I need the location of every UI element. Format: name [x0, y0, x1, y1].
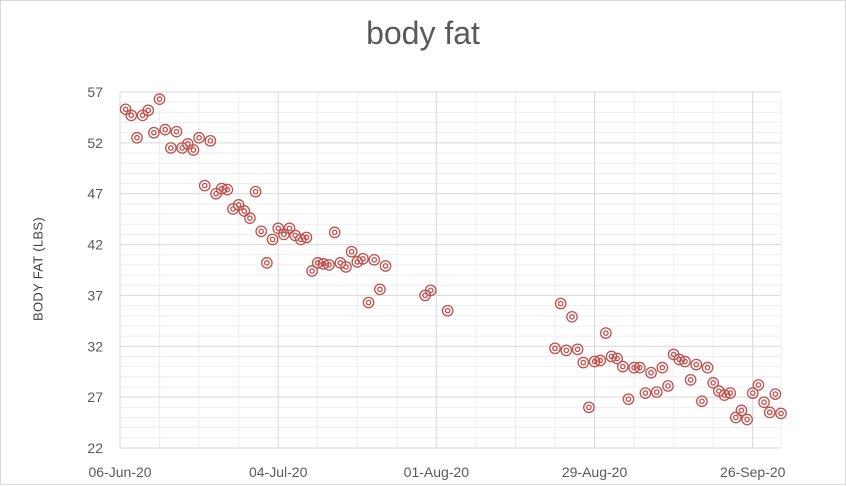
- data-point: [554, 297, 567, 310]
- data-point: [566, 310, 578, 323]
- y-tick-label: 22: [87, 440, 103, 456]
- x-tick-label: 26-Sep-20: [720, 464, 786, 480]
- y-tick-label: 27: [87, 389, 103, 405]
- data-point: [255, 225, 268, 238]
- y-tick-label: 37: [87, 287, 103, 303]
- data-point: [148, 126, 160, 139]
- data-point: [769, 388, 782, 400]
- y-tick-label: 52: [87, 135, 103, 151]
- data-point: [300, 231, 313, 244]
- data-point: [424, 284, 437, 297]
- data-point: [170, 125, 183, 138]
- data-point: [611, 352, 624, 365]
- x-tick-label: 04-Jul-20: [249, 464, 308, 480]
- data-point: [164, 142, 177, 154]
- data-point: [204, 134, 217, 147]
- data-point: [159, 123, 172, 136]
- data-point: [741, 413, 753, 426]
- data-point: [283, 222, 296, 235]
- x-tick-label: 29-Aug-20: [562, 464, 628, 480]
- y-tick-label: 42: [87, 237, 103, 253]
- data-point: [735, 404, 748, 417]
- data-point: [616, 360, 629, 373]
- data-point: [549, 342, 561, 355]
- data-point: [306, 265, 318, 277]
- data-point: [323, 259, 335, 271]
- data-point: [679, 355, 691, 368]
- data-point: [763, 406, 776, 419]
- data-point: [560, 344, 573, 357]
- data-point: [729, 411, 742, 424]
- data-point: [639, 387, 652, 399]
- data-point: [701, 361, 714, 374]
- data-point: [261, 257, 273, 269]
- data-point: [119, 103, 132, 116]
- data-point: [340, 261, 352, 273]
- data-point: [752, 379, 765, 391]
- data-point: [583, 401, 595, 414]
- data-point: [707, 377, 720, 389]
- data-point: [633, 361, 646, 374]
- data-point: [198, 179, 211, 192]
- data-point: [441, 304, 454, 317]
- y-tick-label: 57: [87, 84, 103, 100]
- data-point: [600, 327, 612, 339]
- data-point: [645, 366, 657, 379]
- data-point: [131, 131, 143, 144]
- y-tick-label: 32: [87, 338, 103, 354]
- data-point: [758, 396, 770, 409]
- data-point: [650, 386, 663, 398]
- x-tick-label: 06-Jun-20: [88, 464, 151, 480]
- data-point: [142, 104, 155, 117]
- data-point: [684, 374, 697, 386]
- data-point: [244, 212, 256, 224]
- data-point: [746, 387, 759, 399]
- data-point: [577, 356, 590, 369]
- chart-title: body fat: [366, 15, 480, 51]
- data-point: [345, 245, 358, 258]
- data-point: [379, 260, 392, 272]
- data-point: [357, 252, 369, 265]
- data-point: [368, 253, 381, 266]
- data-point: [362, 296, 375, 309]
- data-point: [775, 407, 787, 420]
- data-point: [374, 283, 386, 296]
- data-point: [628, 361, 640, 374]
- data-point: [221, 183, 234, 196]
- data-point: [187, 144, 200, 156]
- data-point: [594, 354, 607, 367]
- data-point: [238, 205, 251, 217]
- data-point: [622, 393, 635, 406]
- data-point: [724, 387, 737, 399]
- data-point: [696, 395, 708, 408]
- data-point: [249, 185, 262, 198]
- data-point: [656, 361, 669, 374]
- data-point: [690, 358, 703, 371]
- data-point: [662, 380, 674, 392]
- data-point: [193, 131, 205, 144]
- data-point: [328, 226, 341, 239]
- data-point: [571, 343, 584, 356]
- data-point: [266, 233, 279, 246]
- y-tick-label: 47: [87, 186, 103, 202]
- x-tick-label: 01-Aug-20: [404, 464, 470, 480]
- data-point: [153, 93, 166, 105]
- data-point: [125, 109, 138, 122]
